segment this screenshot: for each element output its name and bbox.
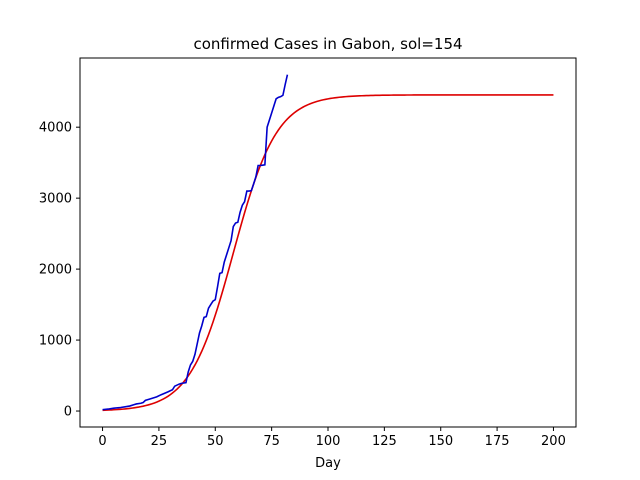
x-tick-label: 50 <box>207 434 224 449</box>
x-axis: 0 25 50 75 100 125 150 175 200 <box>98 427 566 449</box>
y-tick-label: 1000 <box>39 334 72 349</box>
y-axis: 0 1000 2000 3000 4000 <box>39 121 80 420</box>
x-tick-label: 75 <box>263 434 280 449</box>
y-tick-label: 2000 <box>39 263 72 278</box>
y-tick-label: 0 <box>64 405 72 420</box>
y-tick-label: 4000 <box>39 121 72 136</box>
x-tick-label: 0 <box>98 434 106 449</box>
x-tick-label: 100 <box>316 434 341 449</box>
x-tick-label: 200 <box>541 434 566 449</box>
x-tick-label: 150 <box>428 434 453 449</box>
chart-title: confirmed Cases in Gabon, sol=154 <box>193 35 462 53</box>
y-tick-label: 3000 <box>39 192 72 207</box>
x-tick-label: 25 <box>151 434 168 449</box>
series-group <box>102 74 554 412</box>
x-axis-label: Day <box>315 456 341 471</box>
plot-area-frame <box>79 57 577 428</box>
fitted-curve-line <box>102 94 554 412</box>
x-tick-label: 125 <box>372 434 397 449</box>
x-tick-label: 175 <box>485 434 510 449</box>
confirmed-cases-line <box>102 74 289 411</box>
